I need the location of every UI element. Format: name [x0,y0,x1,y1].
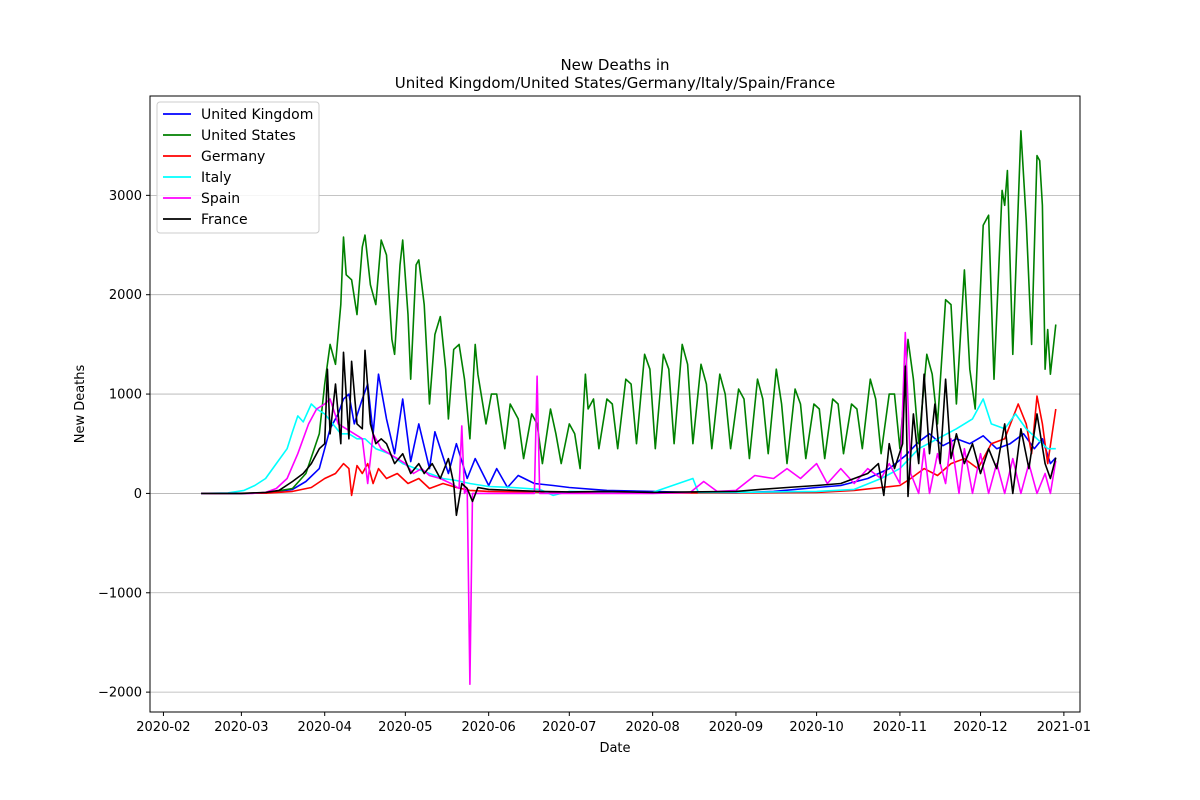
series-line-united-states [201,130,1057,495]
x-axis-ticks: 2020-02 2020-03 2020-04 2020-05 2020-06 2020-… [136,712,1091,735]
x-tick-label: 2020-04 [298,720,352,735]
series-line-germany [201,395,1057,497]
x-tick-label: 2020-07 [542,720,596,735]
series-lines [201,130,1057,686]
legend-label-united-kingdom: United Kingdom [201,107,313,123]
y-tick-label: 3000 [109,189,142,204]
y-tick-label: −2000 [98,686,142,701]
x-tick-label: 2020-12 [953,720,1007,735]
y-tick-label: −1000 [98,586,142,601]
legend: United Kingdom United States Germany Italy S… [156,101,320,234]
x-tick-label: 2020-03 [214,720,268,735]
x-tick-label: 2020-11 [873,720,927,735]
x-tick-label: 2020-08 [625,720,679,735]
legend-label-germany: Germany [201,149,265,165]
legend-label-spain: Spain [201,191,240,207]
x-tick-label: 2020-09 [709,720,763,735]
plot-area [201,130,1057,686]
y-axis-ticks: −2000 −1000 0 1000 2000 3000 [98,189,150,701]
legend-label-united-states: United States [201,128,296,144]
legend-label-italy: Italy [201,170,231,186]
y-axis-label: New Deaths [73,364,88,443]
x-axis-label: Date [599,741,630,756]
x-tick-label: 2020-02 [136,720,190,735]
y-tick-label: 2000 [109,288,142,303]
x-tick-label: 2021-01 [1037,720,1091,735]
x-tick-label: 2020-05 [378,720,432,735]
y-tick-label: 0 [134,487,142,502]
legend-box [156,101,320,234]
y-tick-label: 1000 [109,388,142,403]
chart-title: New Deaths in [560,56,669,74]
legend-label-france: France [201,212,248,228]
x-tick-label: 2020-06 [462,720,516,735]
plot-frame [149,95,1081,713]
series-line-italy [201,398,1056,497]
x-tick-label: 2020-10 [789,720,843,735]
series-line-france [201,349,1057,517]
chart-subtitle: United Kingdom/United States/Germany/Ita… [395,74,836,92]
